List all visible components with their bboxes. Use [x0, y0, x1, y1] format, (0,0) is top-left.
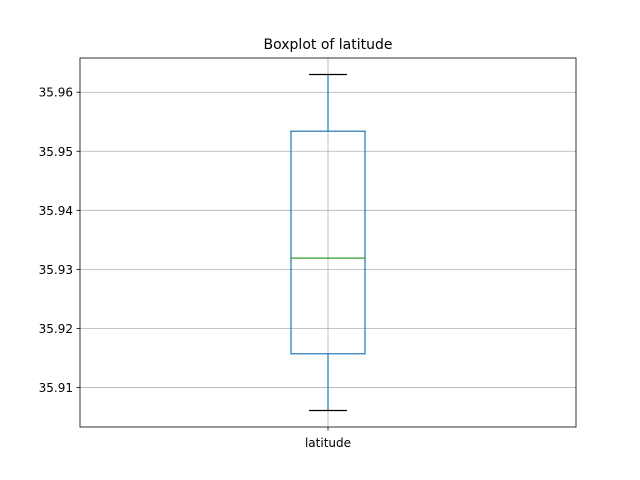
boxes	[290, 73, 366, 412]
y-tick-label: 35.94	[39, 204, 73, 218]
y-tick-label: 35.96	[39, 86, 73, 100]
box	[290, 130, 366, 355]
y-tick-label: 35.92	[39, 322, 73, 336]
x-tick-label: latitude	[305, 436, 351, 450]
y-tick-label: 35.91	[39, 381, 73, 395]
x-axis: latitude	[305, 427, 351, 450]
chart-title: Boxplot of latitude	[264, 37, 393, 53]
y-axis: 35.91 35.92 35.93 35.94 35.95 35.96	[39, 86, 80, 395]
y-tick-label: 35.93	[39, 263, 73, 277]
y-tick-label: 35.95	[39, 145, 73, 159]
